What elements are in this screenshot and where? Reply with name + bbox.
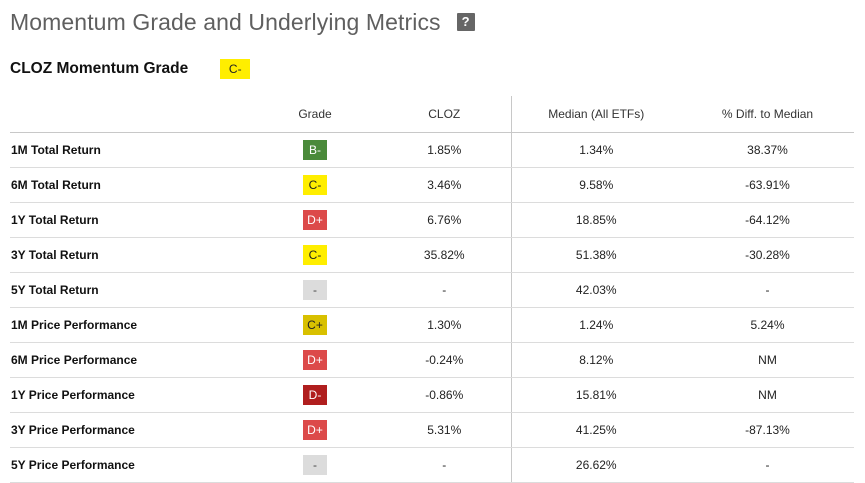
diff-value: -87.13% — [681, 412, 854, 448]
median-value: 1.24% — [510, 307, 681, 343]
median-value: 1.34% — [510, 132, 681, 168]
grade-badge: C- — [303, 175, 327, 195]
cloz-value: - — [378, 272, 511, 308]
header-grade: Grade — [252, 96, 378, 133]
diff-value: 38.37% — [681, 132, 854, 168]
median-value: 15.81% — [510, 377, 681, 413]
grade-cell: - — [252, 447, 378, 483]
metric-name: 1Y Total Return — [10, 202, 252, 238]
table-row: 1Y Price Performance D- -0.86% 15.81% NM — [10, 377, 854, 413]
diff-value: -64.12% — [681, 202, 854, 238]
grade-cell: B- — [252, 132, 378, 168]
cloz-value: -0.86% — [378, 377, 511, 413]
metric-name: 6M Total Return — [10, 167, 252, 203]
header-diff: % Diff. to Median — [681, 96, 854, 133]
metric-name: 3Y Total Return — [10, 237, 252, 273]
help-icon[interactable]: ? — [456, 13, 475, 31]
metric-name: 5Y Price Performance — [10, 447, 252, 483]
table-row: 6M Price Performance D+ -0.24% 8.12% NM — [10, 342, 854, 378]
metric-name: 6M Price Performance — [10, 342, 252, 378]
table-header-row: Grade CLOZ Median (All ETFs) % Diff. to … — [10, 96, 854, 133]
diff-value: -63.91% — [681, 167, 854, 203]
metric-name: 1M Total Return — [10, 132, 252, 168]
momentum-grade-summary: CLOZ Momentum Grade C- — [10, 58, 251, 80]
grade-cell: D+ — [252, 342, 378, 378]
cloz-value: 1.85% — [378, 132, 511, 168]
table-row: 5Y Total Return - -42.03% - — [10, 272, 854, 308]
page-title: Momentum Grade and Underlying Metrics — [10, 8, 441, 35]
cloz-value: 1.30% — [378, 307, 511, 343]
grade-cell: C- — [252, 237, 378, 273]
grade-badge: C- — [303, 245, 327, 265]
median-value: 51.38% — [510, 237, 681, 273]
momentum-metrics-table: Grade CLOZ Median (All ETFs) % Diff. to … — [10, 96, 854, 483]
cloz-value: 5.31% — [378, 412, 511, 448]
table-row: 1M Price Performance C+ 1.30% 1.24% 5.24% — [10, 307, 854, 343]
grade-badge: C+ — [303, 315, 327, 335]
cloz-value: 35.82% — [378, 237, 511, 273]
median-value: 8.12% — [510, 342, 681, 378]
grade-badge: - — [303, 280, 327, 300]
metric-name: 1Y Price Performance — [10, 377, 252, 413]
median-value: 26.62% — [510, 447, 681, 483]
cloz-value: 6.76% — [378, 202, 511, 238]
grade-cell: D+ — [252, 412, 378, 448]
grade-cell: D+ — [252, 202, 378, 238]
table-row: 5Y Price Performance - -26.62% - — [10, 447, 854, 483]
metric-name: 1M Price Performance — [10, 307, 252, 343]
diff-value: NM — [681, 377, 854, 413]
grade-cell: D- — [252, 377, 378, 413]
title-row: Momentum Grade and Underlying Metrics ? — [10, 6, 475, 38]
cloz-value: -0.24% — [378, 342, 511, 378]
median-value: 9.58% — [510, 167, 681, 203]
grade-badge: D+ — [303, 420, 327, 440]
grade-badge: D+ — [303, 210, 327, 230]
median-value: 18.85% — [510, 202, 681, 238]
cloz-value: - — [378, 447, 511, 483]
header-metric — [10, 96, 252, 133]
diff-value: 5.24% — [681, 307, 854, 343]
summary-title: CLOZ Momentum Grade — [10, 60, 189, 77]
grade-badge: D+ — [303, 350, 327, 370]
grade-badge: B- — [303, 140, 327, 160]
grade-cell: C+ — [252, 307, 378, 343]
grade-badge: D- — [303, 385, 327, 405]
cloz-value: 3.46% — [378, 167, 511, 203]
median-value: 41.25% — [510, 412, 681, 448]
table-row: 3Y Total Return C- 35.82% 51.38% -30.28% — [10, 237, 854, 273]
median-value: 42.03% — [510, 272, 681, 308]
header-cloz: CLOZ — [378, 96, 511, 133]
grade-badge: - — [303, 455, 327, 475]
diff-value: - — [681, 272, 854, 308]
grade-cell: C- — [252, 167, 378, 203]
header-median: Median (All ETFs) — [510, 96, 681, 133]
grade-cell: - — [252, 272, 378, 308]
table-row: 1M Total Return B- 1.85% 1.34% 38.37% — [10, 132, 854, 168]
metric-name: 3Y Price Performance — [10, 412, 252, 448]
diff-value: - — [681, 447, 854, 483]
table-row: 1Y Total Return D+ 6.76% 18.85% -64.12% — [10, 202, 854, 238]
summary-grade-badge: C- — [220, 59, 251, 79]
metric-name: 5Y Total Return — [10, 272, 252, 308]
table-row: 3Y Price Performance D+ 5.31% 41.25% -87.13% — [10, 412, 854, 448]
table-row: 6M Total Return C- 3.46% 9.58% -63.91% — [10, 167, 854, 203]
table-body: 1M Total Return B- 1.85% 1.34% 38.37% 6M Tota… — [10, 132, 854, 483]
diff-value: -30.28% — [681, 237, 854, 273]
diff-value: NM — [681, 342, 854, 378]
